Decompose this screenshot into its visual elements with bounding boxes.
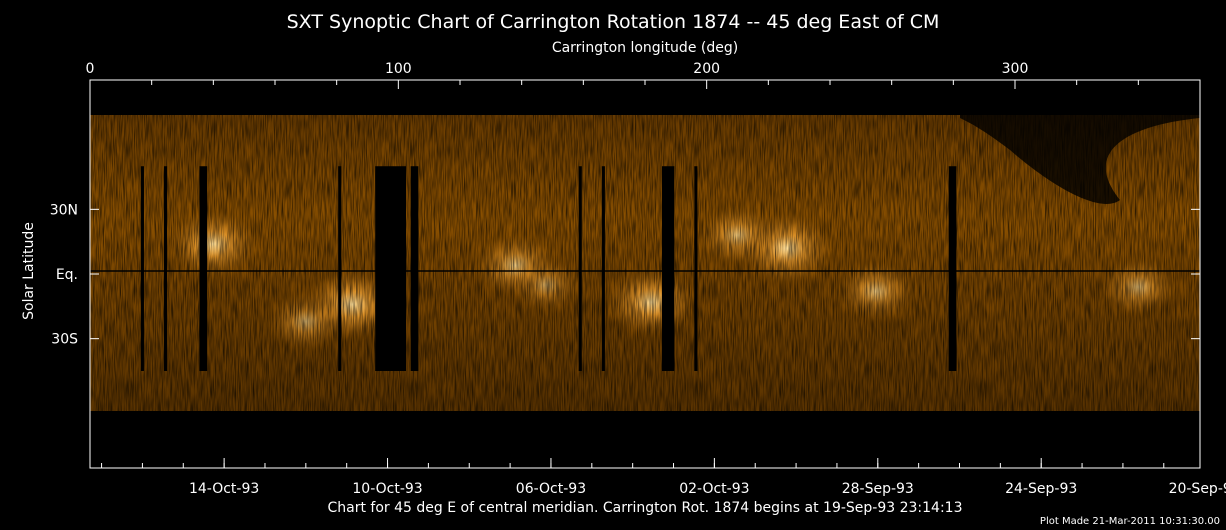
data-gap xyxy=(164,166,168,371)
data-gap xyxy=(375,166,407,371)
bottom-tick-label: 28-Sep-93 xyxy=(842,481,914,497)
footer-text: Chart for 45 deg E of central meridian. … xyxy=(328,500,963,516)
top-tick-label: 0 xyxy=(86,61,95,77)
chart-title: SXT Synoptic Chart of Carrington Rotatio… xyxy=(287,11,940,33)
plot-made-stamp: Plot Made 21-Mar-2011 10:31:30.00 xyxy=(1040,516,1220,527)
top-axis-label: Carrington longitude (deg) xyxy=(552,40,738,56)
bottom-tick-label: 02-Oct-93 xyxy=(679,481,749,497)
data-gap xyxy=(410,166,419,371)
dark-coronal-hole xyxy=(960,115,1200,204)
bottom-tick-label: 24-Sep-93 xyxy=(1005,481,1077,497)
y-tick-label: 30N xyxy=(50,202,78,218)
y-tick-label: Eq. xyxy=(56,267,78,283)
texture-overlay xyxy=(90,115,1200,411)
data-gap xyxy=(694,166,698,371)
bottom-tick-label: 20-Sep-93 xyxy=(1169,481,1226,497)
data-gap xyxy=(338,166,342,371)
top-tick-label: 200 xyxy=(693,61,720,77)
y-tick-label: 30S xyxy=(51,332,78,348)
top-tick-label: 100 xyxy=(385,61,412,77)
bottom-tick-label: 06-Oct-93 xyxy=(516,481,586,497)
bottom-tick-label: 10-Oct-93 xyxy=(352,481,422,497)
top-tick-label: 300 xyxy=(1002,61,1029,77)
bottom-tick-label: 14-Oct-93 xyxy=(189,481,259,497)
y-axis-label: Solar Latitude xyxy=(21,222,37,320)
data-gap xyxy=(601,166,605,371)
data-gap xyxy=(948,166,957,371)
plot-area xyxy=(90,115,1200,411)
data-gap xyxy=(199,166,208,371)
data-gap xyxy=(661,166,675,371)
data-gap xyxy=(578,166,582,371)
data-gap xyxy=(140,166,144,371)
